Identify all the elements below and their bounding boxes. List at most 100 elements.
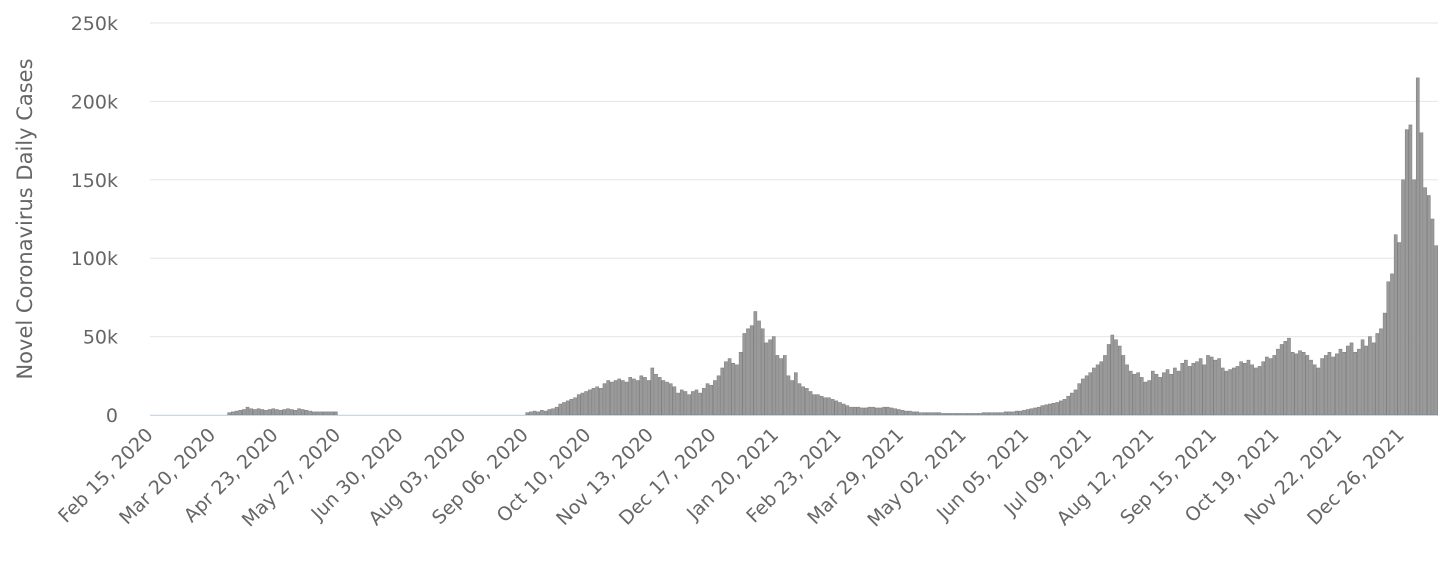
bar — [860, 407, 864, 416]
bar — [727, 358, 732, 416]
bar — [646, 380, 651, 416]
bar — [540, 410, 544, 416]
bar — [628, 377, 633, 416]
bar — [1349, 342, 1354, 416]
bar — [569, 399, 574, 416]
bar — [735, 364, 739, 416]
bar — [238, 410, 242, 416]
bar — [1397, 242, 1402, 416]
bar — [989, 412, 993, 416]
bar — [1246, 359, 1251, 416]
bar — [643, 377, 647, 416]
bar — [1434, 245, 1438, 416]
bar — [794, 372, 798, 416]
bar — [886, 406, 890, 416]
bar — [819, 395, 824, 416]
bar — [1239, 361, 1243, 416]
bar — [1364, 345, 1369, 416]
bar — [1187, 366, 1192, 416]
bar — [749, 325, 754, 416]
bar — [554, 406, 559, 416]
bar — [1360, 339, 1365, 416]
bar — [1128, 370, 1133, 416]
bar — [919, 412, 923, 416]
bar — [282, 409, 287, 416]
bar — [1228, 369, 1232, 416]
bar — [1375, 333, 1380, 416]
bar — [897, 409, 901, 416]
bar — [1202, 364, 1207, 416]
bar — [889, 407, 894, 416]
bar — [1014, 410, 1019, 416]
bar — [330, 411, 334, 416]
bar — [904, 410, 909, 416]
bar — [1092, 367, 1096, 416]
bar — [532, 410, 537, 416]
bar — [981, 412, 986, 416]
bar — [691, 391, 695, 416]
bar — [808, 391, 813, 416]
bar — [1003, 411, 1008, 416]
bar — [1099, 361, 1104, 416]
bar — [1404, 129, 1409, 416]
bar — [1044, 404, 1048, 416]
bar — [1139, 377, 1144, 416]
bar — [1209, 356, 1214, 416]
bar — [1430, 218, 1435, 416]
bar — [234, 410, 239, 416]
bar — [245, 406, 250, 416]
bar — [1283, 341, 1288, 416]
bar — [1018, 410, 1023, 416]
bar — [1276, 348, 1280, 416]
bar — [724, 361, 728, 416]
bar — [584, 391, 588, 416]
bar — [1309, 359, 1313, 416]
bar — [1371, 342, 1376, 416]
bar — [1158, 377, 1162, 416]
bar — [573, 397, 577, 416]
bar — [1011, 411, 1015, 416]
bar — [1257, 366, 1262, 416]
bar — [278, 410, 283, 416]
bar — [1231, 367, 1236, 416]
bar — [933, 412, 938, 416]
bar — [654, 373, 658, 416]
bar — [264, 410, 268, 416]
bar — [610, 381, 614, 416]
bar — [771, 336, 776, 416]
bar — [922, 412, 927, 416]
bar — [580, 392, 585, 416]
bar — [731, 363, 736, 416]
bar — [1173, 367, 1177, 416]
bar — [676, 392, 680, 416]
bar — [587, 389, 592, 416]
bar — [955, 413, 960, 416]
bar — [1298, 350, 1302, 416]
bar — [1401, 179, 1405, 416]
bar — [1327, 352, 1332, 416]
y-axis-label: Novel Coronavirus Daily Cases — [13, 58, 37, 379]
bar — [613, 380, 618, 416]
bar — [1382, 312, 1387, 416]
bar — [1261, 361, 1265, 416]
bar — [632, 378, 636, 416]
bar — [1007, 411, 1012, 416]
bar — [635, 380, 640, 416]
bar — [978, 413, 982, 416]
bar — [1301, 352, 1306, 416]
bar — [775, 355, 780, 416]
bar — [1062, 399, 1067, 416]
bar — [1081, 378, 1085, 416]
bar — [1323, 355, 1328, 416]
bar — [742, 333, 747, 416]
bar — [698, 392, 702, 416]
bar — [621, 380, 625, 416]
bar — [937, 412, 942, 416]
bar — [256, 408, 261, 416]
bar — [683, 391, 688, 416]
bar — [1136, 372, 1140, 416]
bar — [1386, 281, 1391, 416]
bar — [1033, 407, 1037, 416]
bar — [665, 381, 669, 416]
bar — [1151, 370, 1155, 416]
